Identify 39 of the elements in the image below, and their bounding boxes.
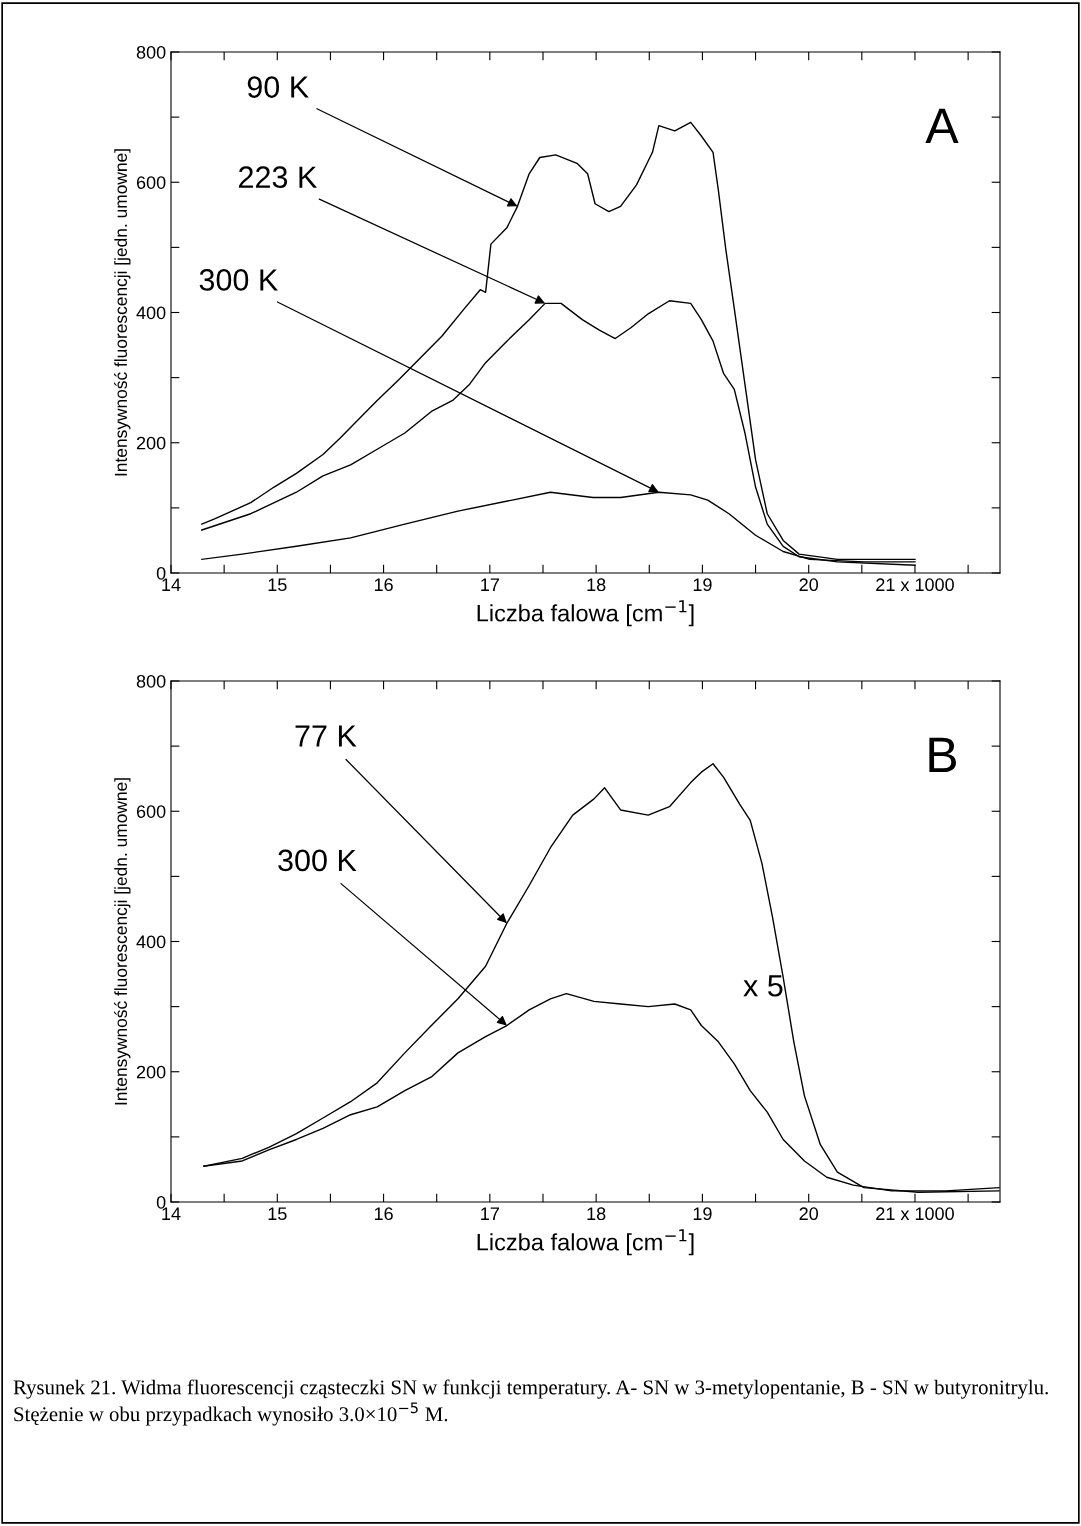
y-tick-label: 400 bbox=[136, 935, 166, 949]
x-tick-label: 20 bbox=[799, 578, 819, 592]
annotation: x 5 bbox=[743, 975, 783, 997]
y-tick-label: 200 bbox=[136, 1065, 166, 1079]
x-tick-label: 19 bbox=[693, 1207, 712, 1221]
x-tick-label: 15 bbox=[268, 578, 287, 592]
x-tick-label: 21 x 1000 bbox=[876, 578, 954, 592]
annotation: 300 K bbox=[278, 849, 357, 872]
x-tick-label: 16 bbox=[374, 578, 393, 592]
x-tick-label: 14 bbox=[162, 1207, 181, 1220]
y-tick-label: 800 bbox=[136, 674, 166, 688]
y-tick-label: 400 bbox=[136, 306, 166, 320]
x-tick-label: 20 bbox=[799, 1207, 819, 1221]
y-axis-title: Intensywność fluorescencji [jedn. umowne] bbox=[114, 778, 131, 1105]
x-tick-label: 17 bbox=[481, 1207, 499, 1220]
y-tick-label: 0 bbox=[156, 566, 166, 580]
x-tick-label: 18 bbox=[587, 578, 606, 592]
annotation: 77 K bbox=[295, 725, 357, 747]
annotation: B bbox=[929, 737, 957, 773]
x-tick-label: 18 bbox=[587, 1207, 606, 1221]
text: Rysunek 21. Widma fluorescencji cząsteczki SN w funkcji temperatury. A- SN w 3-metylopentanie, B - SN w butyronitrylu. Stężenie w obu przypadkach wynosiło 3.0×10$^{−5}$ M. bbox=[13, 1379, 1048, 1426]
y-tick-label: 600 bbox=[136, 176, 166, 189]
x-tick-label: 15 bbox=[268, 1207, 287, 1221]
y-tick-label: 0 bbox=[156, 1195, 166, 1209]
annotation: A bbox=[925, 108, 959, 144]
x-tick-label: 21 x 1000 bbox=[876, 1207, 954, 1221]
annotation: 90 K bbox=[247, 76, 309, 98]
y-tick-label: 600 bbox=[136, 805, 166, 818]
x-tick-label: 16 bbox=[374, 1207, 393, 1221]
y-tick-label: 200 bbox=[136, 436, 166, 450]
x-tick-label: 14 bbox=[162, 578, 181, 591]
x-tick-label: 17 bbox=[481, 578, 499, 591]
x-axis-title: Liczba falowa [cm$^{−1}$] bbox=[477, 600, 694, 627]
annotation: 300 K bbox=[199, 269, 278, 291]
x-axis-title: Liczba falowa [cm$^{−1}$] bbox=[477, 1229, 694, 1256]
y-tick-label: 800 bbox=[136, 45, 166, 59]
annotation: 223 K bbox=[239, 166, 317, 188]
y-axis-title: Intensywność fluorescencji [jedn. umowne] bbox=[114, 149, 131, 476]
x-tick-label: 19 bbox=[693, 578, 712, 592]
